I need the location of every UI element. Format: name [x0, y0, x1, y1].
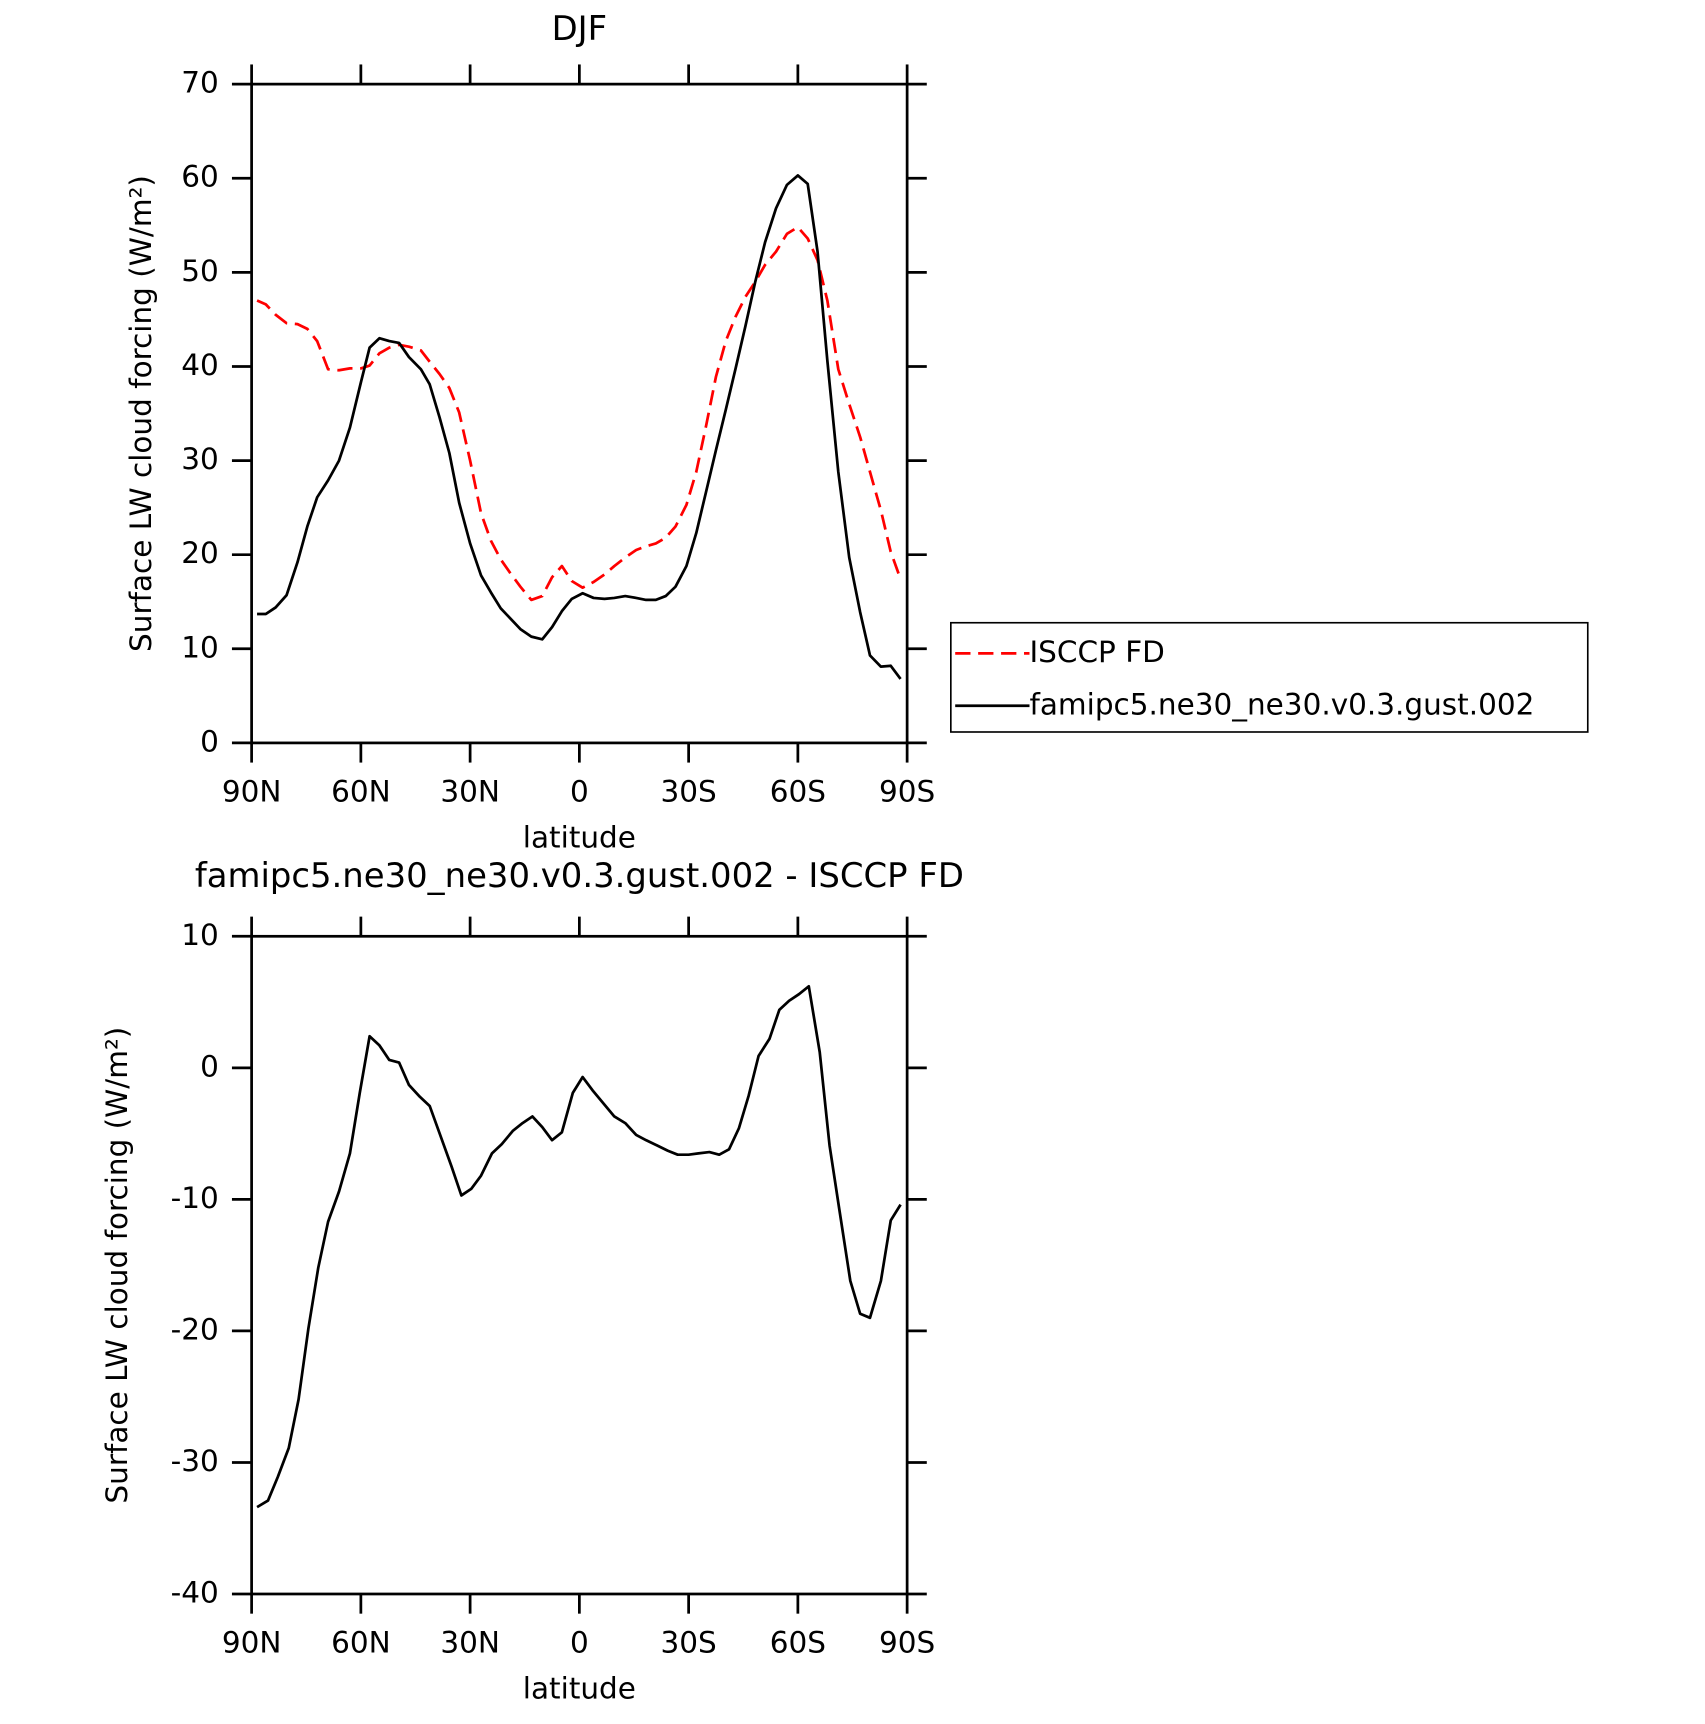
y-tick-label: 20	[181, 536, 219, 570]
x-tick-label: 90N	[222, 1626, 282, 1660]
x-tick-label: 60N	[331, 1626, 391, 1660]
y-tick-label: 30	[181, 442, 219, 476]
x-tick-label: 30S	[661, 1626, 717, 1660]
x-tick-label: 30S	[661, 775, 717, 809]
y-tick-label: 0	[200, 724, 219, 758]
x-tick-label: 60S	[770, 1626, 826, 1660]
legend-box	[950, 621, 1589, 733]
x-axis-label: latitude	[523, 1672, 636, 1706]
y-tick-label: 10	[181, 918, 219, 952]
legend-label: ISCCP FD	[1029, 635, 1164, 669]
plot-frame	[250, 934, 909, 1596]
x-tick-label: 0	[570, 775, 589, 809]
x-tick-label: 60N	[331, 775, 391, 809]
chart-title: DJF	[552, 9, 608, 48]
data-line	[256, 984, 902, 1509]
x-tick-label: 60S	[770, 775, 826, 809]
chart-title: famipc5.ne30_ne30.v0.3.gust.002 - ISCCP …	[195, 856, 964, 895]
y-axis-label: Surface LW cloud forcing (W/m²)	[124, 175, 158, 652]
y-tick-label: 60	[181, 160, 219, 194]
y-tick-label: -20	[171, 1312, 219, 1346]
y-tick-label: 40	[181, 348, 219, 382]
plot-frame	[250, 82, 909, 745]
x-axis-label: latitude	[523, 821, 636, 855]
y-tick-label: -30	[171, 1444, 219, 1478]
y-tick-label: 0	[200, 1049, 219, 1083]
data-line	[257, 174, 902, 680]
x-tick-label: 90S	[879, 1626, 935, 1660]
y-tick-label: -10	[171, 1181, 219, 1215]
y-tick-label: 10	[181, 630, 219, 664]
y-tick-label: 50	[181, 254, 219, 288]
y-tick-label: 70	[181, 66, 219, 100]
x-tick-label: 0	[570, 1626, 589, 1660]
y-tick-label: -40	[171, 1575, 219, 1609]
x-tick-label: 90N	[222, 775, 282, 809]
x-tick-label: 30N	[440, 775, 500, 809]
legend-label: famipc5.ne30_ne30.v0.3.gust.002	[1029, 687, 1534, 721]
x-tick-label: 90S	[879, 775, 935, 809]
x-tick-label: 30N	[440, 1626, 500, 1660]
y-axis-label: Surface LW cloud forcing (W/m²)	[100, 1027, 134, 1504]
